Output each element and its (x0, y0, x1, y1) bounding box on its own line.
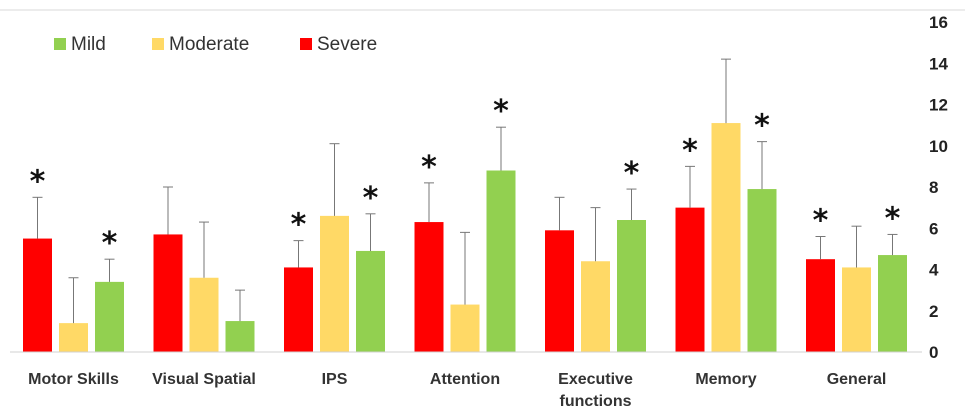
category-label: General (827, 371, 887, 388)
category-label: Attention (430, 371, 500, 388)
y-tick-label: 8 (929, 178, 938, 197)
bar-severe (284, 267, 313, 352)
bar-mild (878, 255, 907, 352)
bar-severe (675, 207, 705, 352)
bar-mild (747, 189, 777, 352)
legend-swatch-moderate (152, 38, 164, 50)
y-tick-label: 12 (929, 96, 948, 115)
y-tick-label: 4 (929, 261, 939, 280)
bar-severe (153, 234, 183, 352)
category-label: IPS (322, 371, 348, 388)
y-tick-label: 14 (929, 54, 948, 73)
legend-label-mild: Mild (71, 34, 106, 55)
bar-moderate (711, 123, 741, 352)
bar-mild (225, 321, 255, 352)
category-label: Visual Spatial (152, 371, 256, 388)
significance-star: * (102, 226, 118, 261)
significance-star: * (885, 201, 901, 236)
bar-severe (545, 230, 574, 352)
bar-moderate (450, 304, 480, 352)
category-label: Memory (695, 371, 756, 388)
bar-severe (414, 222, 444, 352)
bar-moderate (189, 277, 219, 352)
category-label: Executive (558, 371, 633, 388)
significance-star: * (624, 156, 640, 191)
bar-moderate (581, 261, 610, 352)
category-label: Motor Skills (28, 371, 119, 388)
y-tick-label: 6 (929, 219, 938, 238)
significance-star: * (493, 94, 509, 129)
y-tick-label: 0 (929, 343, 938, 362)
legend-label-moderate: Moderate (169, 34, 249, 55)
significance-star: * (30, 164, 46, 199)
legend-swatch-severe (300, 38, 312, 50)
y-tick-label: 2 (929, 302, 938, 321)
bar-moderate (59, 323, 88, 352)
bar-mild (95, 281, 124, 352)
bar-moderate (320, 215, 349, 352)
bar-mild (356, 250, 385, 352)
significance-star: * (813, 204, 829, 239)
significance-star: * (754, 109, 770, 144)
bar-moderate (842, 267, 871, 352)
bar-severe (806, 259, 835, 352)
legend-label-severe: Severe (317, 34, 377, 55)
significance-star: * (682, 133, 698, 168)
bar-severe (23, 238, 52, 352)
category-label: functions (560, 393, 632, 410)
significance-star: * (363, 181, 379, 216)
significance-star: * (421, 150, 437, 185)
y-tick-label: 16 (929, 13, 948, 32)
bar-mild (617, 220, 646, 352)
y-tick-label: 10 (929, 137, 948, 156)
significance-star: * (291, 208, 307, 243)
bar-mild (486, 170, 516, 352)
legend-swatch-mild (54, 38, 66, 50)
